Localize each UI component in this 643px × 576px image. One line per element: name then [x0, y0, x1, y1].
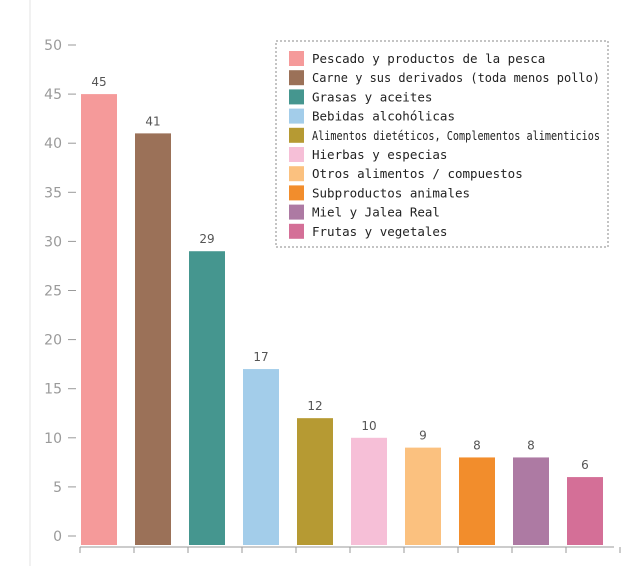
- y-tick-label: 10: [44, 431, 62, 447]
- legend-swatch: [289, 108, 304, 124]
- bar-value-label: 8: [473, 438, 481, 452]
- bar: [189, 251, 225, 545]
- bar: [513, 457, 549, 545]
- legend-swatch: [289, 127, 304, 143]
- legend-label: Hierbas y especias: [312, 147, 447, 162]
- legend-label: Alimentos dietéticos, Complementos alime…: [312, 128, 600, 143]
- bar-value-label: 45: [91, 75, 106, 89]
- legend-label: Grasas y aceites: [312, 89, 432, 104]
- y-tick-label: 45: [44, 87, 62, 103]
- legend-label: Miel y Jalea Real: [312, 205, 440, 220]
- bar-value-label: 41: [145, 114, 160, 128]
- legend-swatch: [289, 89, 304, 105]
- bar: [243, 369, 279, 545]
- bar-value-label: 17: [253, 350, 268, 364]
- y-tick-label: 50: [44, 38, 62, 54]
- y-tick-label: 25: [44, 284, 62, 300]
- y-tick-label: 15: [44, 382, 62, 398]
- bar: [351, 437, 387, 545]
- legend-label: Bebidas alcohólicas: [312, 109, 455, 124]
- y-tick-label: 0: [53, 529, 62, 545]
- y-tick-label: 20: [44, 333, 62, 349]
- legend-swatch: [289, 70, 304, 86]
- legend-box: [275, 40, 609, 248]
- legend-swatch: [289, 204, 304, 220]
- bar-value-label: 9: [419, 429, 427, 443]
- axes: 0 5 10 15 20 25 30 35 40 45 50: [44, 38, 621, 553]
- bar-value-label: 12: [307, 399, 322, 413]
- bar-value-label: 6: [581, 458, 589, 472]
- bar-value-label: 8: [527, 438, 535, 452]
- legend-swatch: [289, 51, 304, 66]
- y-tick-label: 30: [44, 234, 62, 250]
- legend-label: Otros alimentos / compuestos: [312, 166, 523, 181]
- legend-label: Pescado y productos de la pesca: [312, 51, 545, 66]
- legend-label: Subproductos animales: [312, 185, 470, 200]
- bar-value-label: 10: [361, 419, 376, 433]
- bar: [81, 94, 117, 545]
- legend-label: Carne y sus derivados (toda menos pollo): [312, 70, 600, 85]
- bar: [405, 447, 441, 545]
- legend-swatch: [289, 147, 304, 162]
- y-tick-label: 35: [44, 185, 62, 201]
- legend-swatch: [289, 166, 304, 182]
- bar: [297, 418, 333, 545]
- legend: Pescado y productos de la pesca Carne y s…: [275, 40, 609, 248]
- bars-group: 45 41 29 17 12 10 9 8 8 6: [81, 75, 603, 545]
- bar: [567, 477, 603, 545]
- y-tick-label: 5: [53, 480, 62, 496]
- bar: [459, 457, 495, 545]
- y-tick-label: 40: [44, 136, 62, 152]
- bar-value-label: 29: [199, 232, 214, 246]
- legend-label: Frutas y vegetales: [312, 224, 447, 239]
- legend-swatch: [289, 223, 304, 239]
- bar: [135, 133, 171, 545]
- legend-swatch: [289, 185, 304, 201]
